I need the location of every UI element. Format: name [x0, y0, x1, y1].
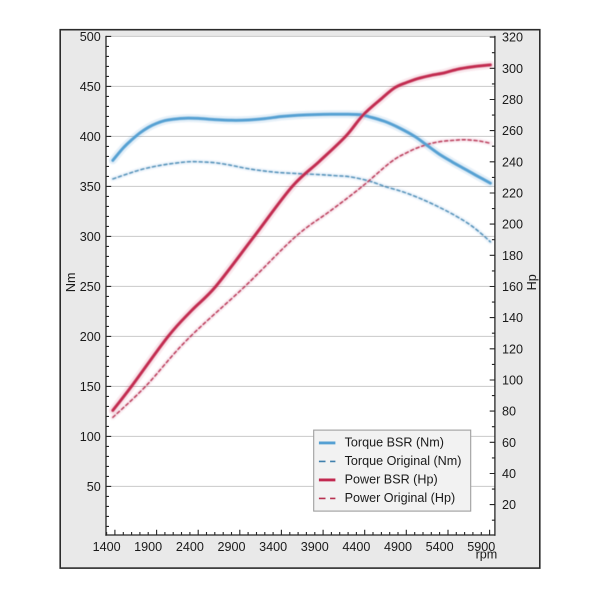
svg-text:200: 200 [80, 330, 101, 344]
svg-text:Power Original (Hp): Power Original (Hp) [345, 491, 456, 505]
svg-text:200: 200 [502, 218, 523, 232]
svg-text:Nm: Nm [64, 273, 78, 293]
svg-text:280: 280 [502, 93, 523, 107]
svg-text:1400: 1400 [93, 540, 121, 554]
svg-text:140: 140 [502, 311, 523, 325]
svg-text:500: 500 [80, 30, 101, 44]
svg-text:250: 250 [80, 280, 101, 294]
svg-text:80: 80 [502, 405, 516, 419]
svg-text:3400: 3400 [259, 540, 287, 554]
svg-text:Hp: Hp [525, 274, 539, 290]
svg-text:300: 300 [80, 230, 101, 244]
svg-text:20: 20 [502, 498, 516, 512]
svg-text:350: 350 [80, 180, 101, 194]
svg-text:400: 400 [80, 130, 101, 144]
svg-text:240: 240 [502, 155, 523, 169]
svg-text:1900: 1900 [134, 540, 162, 554]
svg-text:260: 260 [502, 124, 523, 138]
svg-text:450: 450 [80, 80, 101, 94]
svg-text:40: 40 [502, 467, 516, 481]
svg-text:180: 180 [502, 249, 523, 263]
svg-text:rpm: rpm [476, 547, 498, 561]
svg-text:220: 220 [502, 187, 523, 201]
svg-text:5900: 5900 [467, 540, 495, 554]
svg-text:160: 160 [502, 280, 523, 294]
svg-text:50: 50 [87, 480, 101, 494]
svg-text:2900: 2900 [217, 540, 245, 554]
svg-text:60: 60 [502, 436, 516, 450]
svg-text:120: 120 [502, 342, 523, 356]
svg-text:150: 150 [80, 380, 101, 394]
svg-text:320: 320 [502, 31, 523, 45]
svg-text:2400: 2400 [176, 540, 204, 554]
svg-text:4900: 4900 [384, 540, 412, 554]
svg-text:300: 300 [502, 62, 523, 76]
svg-text:Power BSR (Hp): Power BSR (Hp) [345, 472, 438, 486]
svg-text:100: 100 [80, 430, 101, 444]
svg-text:100: 100 [502, 374, 523, 388]
svg-text:3900: 3900 [301, 540, 329, 554]
svg-text:4400: 4400 [342, 540, 370, 554]
svg-text:5400: 5400 [426, 540, 454, 554]
svg-text:Torque BSR (Nm): Torque BSR (Nm) [345, 435, 444, 449]
svg-text:Torque Original (Nm): Torque Original (Nm) [345, 454, 462, 468]
